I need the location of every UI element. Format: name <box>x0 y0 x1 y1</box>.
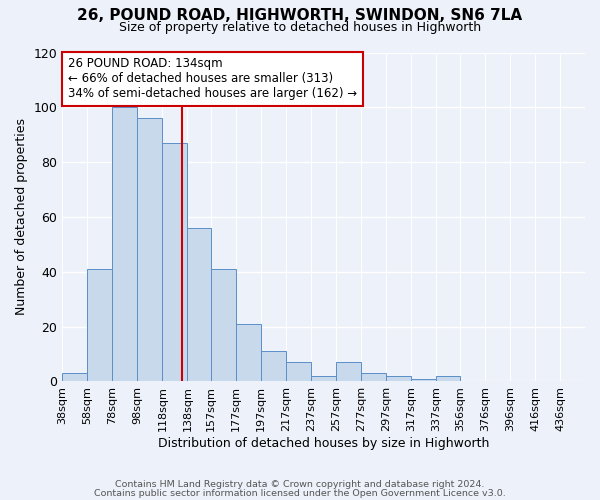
Bar <box>261 352 286 382</box>
Y-axis label: Number of detached properties: Number of detached properties <box>15 118 28 316</box>
Text: 26, POUND ROAD, HIGHWORTH, SWINDON, SN6 7LA: 26, POUND ROAD, HIGHWORTH, SWINDON, SN6 … <box>77 8 523 22</box>
Bar <box>137 118 163 382</box>
Bar <box>311 376 336 382</box>
Bar <box>336 362 361 382</box>
Text: Contains HM Land Registry data © Crown copyright and database right 2024.: Contains HM Land Registry data © Crown c… <box>115 480 485 489</box>
Text: Contains public sector information licensed under the Open Government Licence v3: Contains public sector information licen… <box>94 488 506 498</box>
Bar <box>361 373 386 382</box>
Bar <box>62 373 88 382</box>
X-axis label: Distribution of detached houses by size in Highworth: Distribution of detached houses by size … <box>158 437 490 450</box>
Bar <box>211 269 236 382</box>
Bar <box>236 324 261 382</box>
Bar <box>411 378 436 382</box>
Text: Size of property relative to detached houses in Highworth: Size of property relative to detached ho… <box>119 21 481 34</box>
Bar <box>386 376 411 382</box>
Bar <box>163 143 187 382</box>
Bar <box>286 362 311 382</box>
Bar <box>112 108 137 382</box>
Text: 26 POUND ROAD: 134sqm
← 66% of detached houses are smaller (313)
34% of semi-det: 26 POUND ROAD: 134sqm ← 66% of detached … <box>68 58 356 100</box>
Bar <box>88 269 112 382</box>
Bar <box>187 228 211 382</box>
Bar <box>436 376 460 382</box>
